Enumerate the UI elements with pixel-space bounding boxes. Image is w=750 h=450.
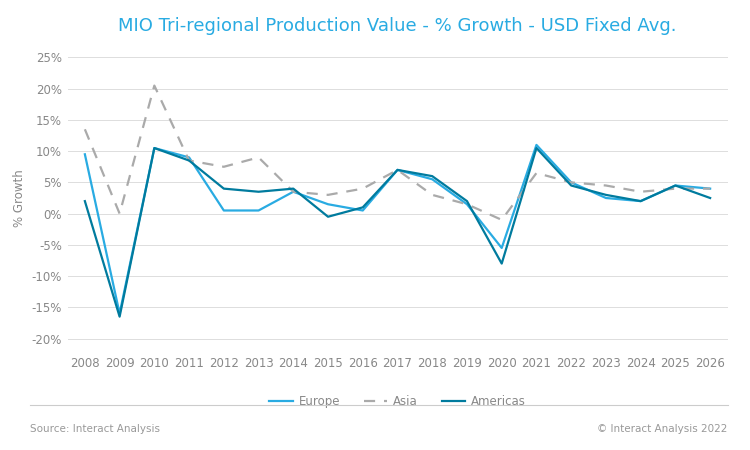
Asia [219,164,228,170]
Europe [358,208,368,213]
Asia [184,158,194,163]
Europe [497,245,506,251]
Asia [393,167,402,173]
Americas [80,198,89,204]
Europe [636,198,645,204]
Americas [671,183,680,188]
Europe [184,155,194,160]
Asia [289,189,298,194]
Y-axis label: % Growth: % Growth [13,169,26,227]
Europe [219,208,228,213]
Americas [636,198,645,204]
Europe [289,189,298,194]
Europe [254,208,263,213]
Americas [463,198,472,204]
Asia [427,192,436,198]
Asia [463,202,472,207]
Americas [115,314,124,319]
Legend: Europe, Asia, Americas: Europe, Asia, Americas [264,390,531,412]
Asia [567,180,576,185]
Americas [323,214,332,220]
Americas [150,145,159,151]
Americas [184,158,194,163]
Europe [115,311,124,316]
Line: Europe: Europe [85,145,710,314]
Line: Asia: Asia [85,86,710,220]
Europe [80,152,89,157]
Americas [358,205,368,210]
Americas [567,183,576,188]
Americas [602,192,610,198]
Europe [150,145,159,151]
Europe [532,142,541,148]
Americas [219,186,228,191]
Asia [254,155,263,160]
Asia [323,192,332,198]
Title: MIO Tri-regional Production Value - % Growth - USD Fixed Avg.: MIO Tri-regional Production Value - % Gr… [118,17,676,35]
Europe [393,167,402,173]
Asia [636,189,645,194]
Americas [532,145,541,151]
Line: Americas: Americas [85,148,710,317]
Europe [706,186,715,191]
Text: Source: Interact Analysis: Source: Interact Analysis [30,424,160,434]
Europe [463,202,472,207]
Europe [671,183,680,188]
Americas [393,167,402,173]
Asia [115,211,124,216]
Americas [254,189,263,194]
Asia [671,186,680,191]
Europe [567,180,576,185]
Europe [427,176,436,182]
Europe [602,195,610,201]
Text: © Interact Analysis 2022: © Interact Analysis 2022 [597,424,728,434]
Asia [497,217,506,223]
Asia [150,83,159,88]
Europe [323,202,332,207]
Asia [80,126,89,132]
Asia [358,186,368,191]
Americas [706,195,715,201]
Asia [532,170,541,176]
Americas [427,173,436,179]
Asia [706,186,715,191]
Americas [289,186,298,191]
Asia [602,183,610,188]
Americas [497,261,506,266]
